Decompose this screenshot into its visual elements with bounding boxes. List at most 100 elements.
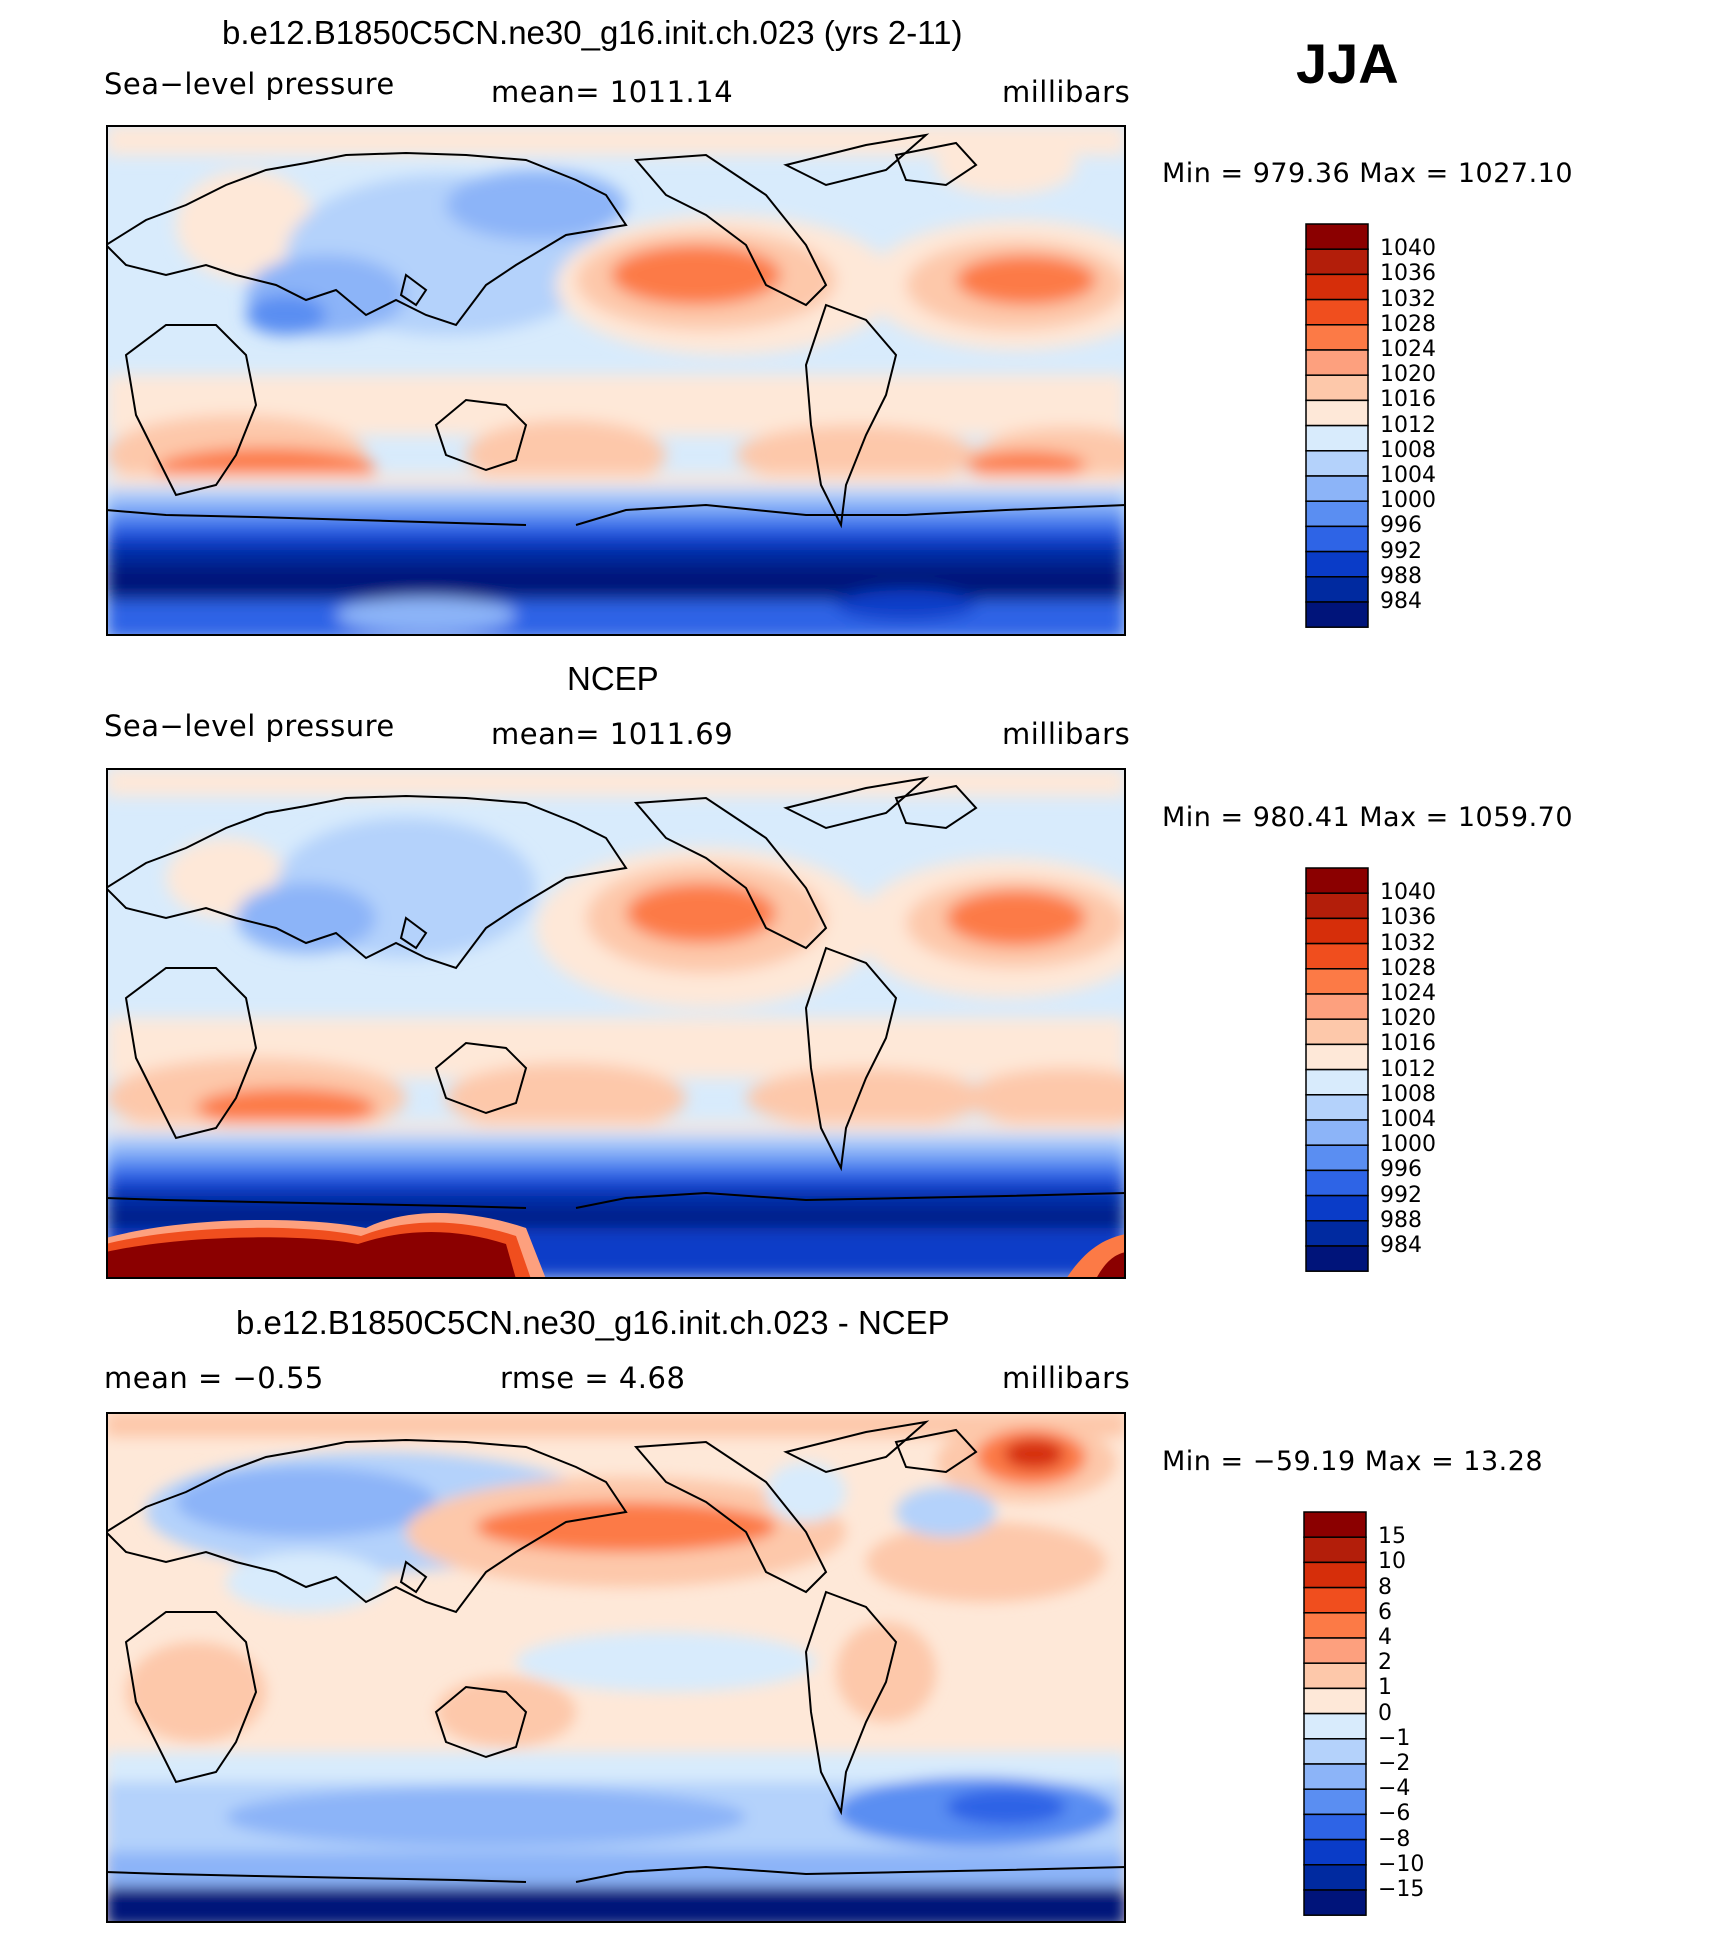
colorbar-swatch [1305, 223, 1369, 250]
colorbar-swatch [1305, 374, 1369, 402]
season-label: JJA [1296, 32, 1399, 95]
colorbar-tick-label: −10 [1378, 1851, 1425, 1877]
colorbar-tick-label: 6 [1378, 1599, 1392, 1625]
colorbar-swatch [1303, 1838, 1367, 1866]
model-units-label: millibars [1002, 75, 1131, 109]
colorbar-swatch [1303, 1763, 1367, 1790]
diff-slp-map [106, 1412, 1126, 1923]
colorbar-swatch [1305, 399, 1369, 427]
colorbar-tick-label: 988 [1380, 1207, 1422, 1233]
colorbar-swatch [1305, 1018, 1369, 1046]
colorbar-swatch [1305, 248, 1369, 276]
obs-antarctic-high [106, 1213, 1126, 1279]
colorbar-tick-label: 1032 [1380, 286, 1436, 312]
colorbar-tick-label: 1004 [1380, 1107, 1436, 1132]
colorbar-tick-label: −2 [1378, 1751, 1411, 1776]
diff-mean-label: mean = −0.55 [104, 1361, 324, 1395]
colorbar-swatch [1305, 968, 1369, 995]
colorbar-tick-label: 0 [1378, 1700, 1392, 1726]
colorbar-swatch [1305, 1119, 1369, 1146]
colorbar-swatch [1303, 1889, 1367, 1916]
colorbar-tick-label: 1 [1378, 1675, 1392, 1701]
diff-rmse-label: rmse = 4.68 [500, 1361, 686, 1395]
colorbar-swatch [1303, 1662, 1367, 1690]
colorbar-tick-label: 4 [1378, 1625, 1392, 1650]
model-map-frame [106, 125, 1126, 636]
diff-panel-title: b.e12.B1850C5CN.ne30_g16.init.ch.023 - N… [236, 1304, 950, 1341]
model-slp-map [106, 125, 1126, 636]
colorbar-tick-label: 10 [1378, 1549, 1406, 1575]
colorbar-swatch [1305, 601, 1369, 628]
diff-coastlines [106, 1420, 1126, 1883]
obs-slp-map [106, 768, 1126, 1279]
model-coastlines [106, 133, 1126, 529]
colorbar-tick-label: 1008 [1380, 1081, 1436, 1107]
colorbar-tick-label: 1016 [1380, 1031, 1436, 1057]
colorbar-swatch [1303, 1612, 1367, 1639]
colorbar-swatch [1303, 1864, 1367, 1891]
colorbar-tick-label: 1000 [1380, 488, 1436, 514]
colorbar-tick-label: 1024 [1380, 337, 1436, 362]
model-panel-title: b.e12.B1850C5CN.ne30_g16.init.ch.023 (yr… [222, 14, 963, 51]
colorbar-swatch [1305, 1043, 1369, 1071]
colorbar-tick-label: 1040 [1380, 236, 1436, 262]
colorbar-tick-label: 1000 [1380, 1132, 1436, 1158]
colorbar-tick-label: 1012 [1380, 412, 1436, 438]
obs-variable-label: Sea−level pressure [104, 709, 395, 743]
colorbar-swatch [1303, 1586, 1367, 1614]
colorbar-swatch [1305, 525, 1369, 553]
colorbar-swatch [1305, 349, 1369, 376]
colorbar-swatch [1305, 1194, 1369, 1222]
colorbar-swatch [1305, 942, 1369, 970]
colorbar-swatch [1303, 1637, 1367, 1664]
colorbar-swatch [1305, 993, 1369, 1020]
colorbar-tick-label: 1020 [1380, 1006, 1436, 1032]
colorbar-swatch [1305, 892, 1369, 920]
colorbar-swatch [1305, 324, 1369, 351]
colorbar-tick-label: 15 [1378, 1524, 1406, 1550]
diff-map-frame [106, 1412, 1126, 1923]
colorbar-tick-label: 984 [1380, 589, 1422, 614]
colorbar-swatch [1303, 1738, 1367, 1765]
colorbar-swatch [1303, 1561, 1367, 1589]
obs-minmax-label: Min = 980.41 Max = 1059.70 [1162, 802, 1574, 833]
colorbar-swatch [1305, 273, 1369, 301]
colorbar-swatch [1305, 298, 1369, 326]
colorbar-tick-label: 1024 [1380, 981, 1436, 1006]
model-colorbar [1305, 223, 1369, 628]
colorbar-swatch [1305, 867, 1369, 894]
colorbar-swatch [1303, 1511, 1367, 1538]
colorbar-tick-label: 2 [1378, 1650, 1392, 1676]
colorbar-tick-label: 1032 [1380, 930, 1436, 956]
colorbar-swatch [1305, 424, 1369, 452]
colorbar-tick-label: −8 [1378, 1826, 1411, 1852]
obs-colorbar [1305, 867, 1369, 1272]
colorbar-tick-label: 1004 [1380, 463, 1436, 488]
colorbar-tick-label: 1008 [1380, 437, 1436, 463]
model-mean-label: mean= 1011.14 [491, 75, 734, 109]
obs-units-label: millibars [1002, 717, 1131, 751]
obs-coastlines [106, 776, 1126, 1209]
colorbar-swatch [1303, 1788, 1367, 1816]
colorbar-swatch [1303, 1687, 1367, 1715]
colorbar-tick-label: 1016 [1380, 387, 1436, 413]
colorbar-swatch [1305, 1169, 1369, 1197]
colorbar-swatch [1305, 550, 1369, 578]
colorbar-swatch [1303, 1813, 1367, 1841]
colorbar-swatch [1303, 1536, 1367, 1564]
colorbar-swatch [1305, 576, 1369, 603]
colorbar-tick-label: 1020 [1380, 362, 1436, 388]
colorbar-swatch [1305, 475, 1369, 502]
colorbar-tick-label: 1036 [1380, 905, 1436, 931]
obs-mean-label: mean= 1011.69 [491, 717, 734, 751]
colorbar-tick-label: 992 [1380, 1182, 1422, 1208]
obs-panel-title: NCEP [567, 660, 659, 697]
colorbar-swatch [1303, 1712, 1367, 1740]
colorbar-tick-label: −4 [1378, 1776, 1411, 1802]
colorbar-swatch [1305, 500, 1369, 528]
colorbar-tick-label: 996 [1380, 513, 1422, 539]
model-minmax-label: Min = 979.36 Max = 1027.10 [1162, 158, 1574, 189]
diff-colorbar [1303, 1511, 1367, 1916]
colorbar-tick-label: 1028 [1380, 311, 1436, 337]
colorbar-tick-label: 1040 [1380, 880, 1436, 906]
